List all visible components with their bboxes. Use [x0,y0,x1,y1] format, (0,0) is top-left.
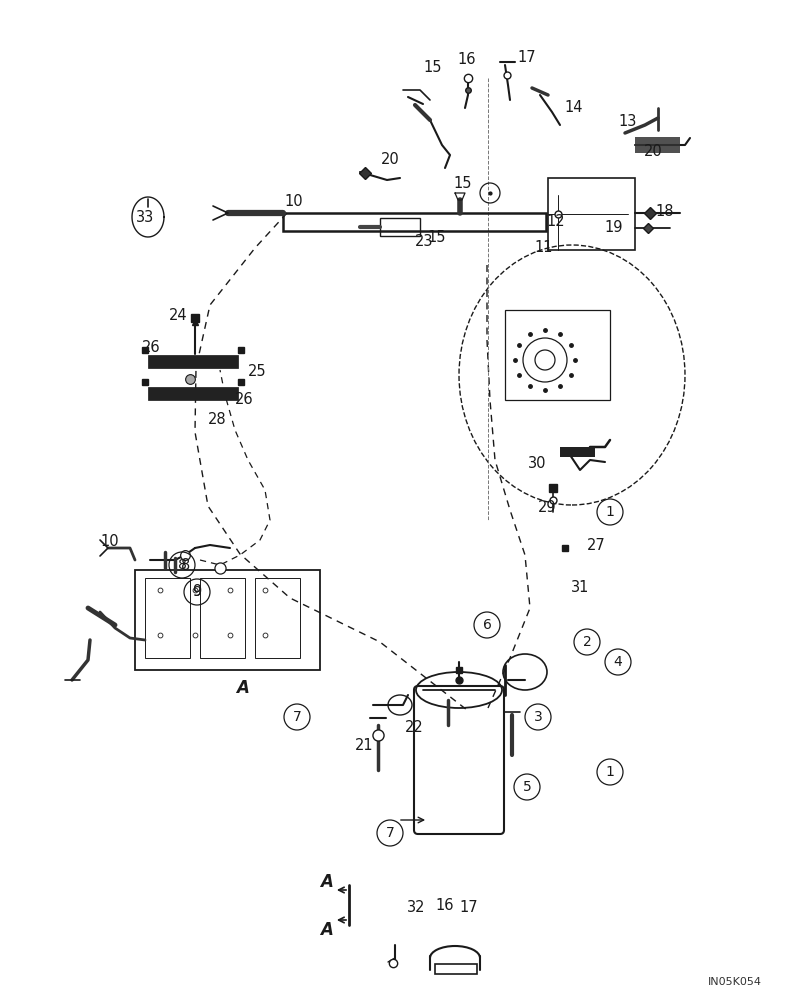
Text: 8: 8 [181,558,190,572]
Text: 33: 33 [136,211,154,226]
Text: 30: 30 [528,456,546,471]
Text: 13: 13 [618,114,637,129]
Text: 17: 17 [459,900,478,916]
Text: 2: 2 [583,635,591,649]
Text: 1: 1 [606,505,615,519]
Bar [255,578,300,658]
Bar [200,578,245,658]
Text: 22: 22 [404,720,423,734]
Text: 16: 16 [458,52,476,68]
Text: 18: 18 [656,205,674,220]
Text: A: A [236,679,249,697]
Text: 26: 26 [235,392,253,408]
Text: 28: 28 [208,412,226,426]
Text: 23: 23 [415,234,433,249]
Text: 21: 21 [355,738,373,752]
Text: 15: 15 [454,176,472,190]
Text: 17: 17 [517,50,537,66]
Bar [135,570,320,670]
Text: 19: 19 [605,221,623,235]
Text: 31: 31 [571,580,589,595]
Text: 14: 14 [564,101,583,115]
Text: 7: 7 [293,710,302,724]
Text: 25: 25 [248,364,267,379]
Text: 29: 29 [537,499,556,514]
Bar [505,310,610,400]
Text: 24: 24 [169,308,187,322]
Text: 20: 20 [380,152,400,167]
Text: 9: 9 [193,585,201,599]
Bar [283,213,546,231]
Text: 1: 1 [606,765,615,779]
Text: 9: 9 [193,584,201,599]
Bar [560,447,595,457]
Bar [148,355,238,368]
Text: 6: 6 [482,618,491,632]
Text: 10: 10 [100,534,119,550]
Text: 5: 5 [523,780,532,794]
Text: 12: 12 [547,215,565,230]
Bar [148,387,238,400]
Text: 11: 11 [535,240,553,255]
Text: 7: 7 [385,826,394,840]
Text: 15: 15 [427,230,447,244]
Bar [435,964,477,974]
Text: 27: 27 [587,538,606,552]
Text: 3: 3 [533,710,542,724]
Bar [635,137,680,153]
Text: 4: 4 [614,655,622,669]
Text: 15: 15 [423,60,443,76]
Text: 16: 16 [435,898,455,914]
Text: 26: 26 [142,340,160,356]
Text: A: A [321,873,334,891]
Text: 32: 32 [407,900,425,916]
Bar [548,178,635,250]
Text: 20: 20 [644,144,662,159]
Text: IN05K054: IN05K054 [708,977,762,987]
Bar [380,218,420,236]
Text: A: A [321,921,334,939]
Text: 8: 8 [178,558,186,572]
Text: 10: 10 [285,194,303,210]
Bar [145,578,190,658]
